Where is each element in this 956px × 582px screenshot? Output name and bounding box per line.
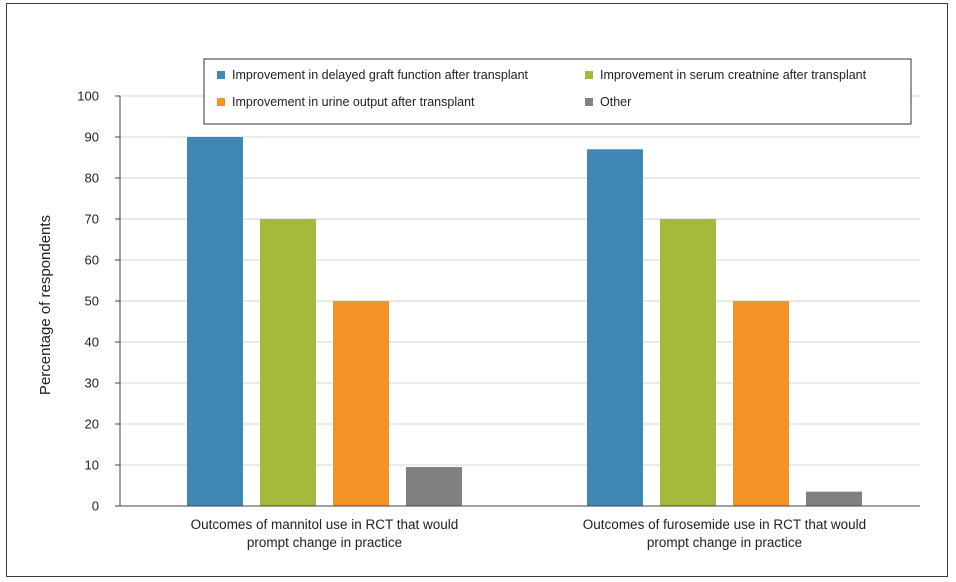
- bar-1-group-1: [187, 137, 243, 506]
- legend-label: Improvement in urine output after transp…: [232, 95, 475, 109]
- legend-swatch: [585, 98, 593, 106]
- bars: [187, 137, 862, 507]
- bar-4-group-2: [806, 491, 862, 506]
- y-tick-label: 10: [85, 458, 99, 473]
- bar-3-group-2: [733, 301, 789, 506]
- category-label: Outcomes of mannitol use in RCT that wou…: [191, 517, 459, 550]
- y-tick-label: 0: [92, 499, 99, 514]
- y-axis-label: Percentage of respondents: [37, 215, 54, 395]
- category-labels: Outcomes of mannitol use in RCT that wou…: [191, 517, 867, 550]
- legend-label: Improvement in delayed graft function af…: [232, 68, 529, 82]
- bar-2-group-1: [260, 219, 316, 506]
- y-tick-label: 20: [85, 417, 99, 432]
- y-tick-label: 50: [85, 294, 99, 309]
- legend-swatch: [217, 98, 225, 106]
- legend-swatch: [585, 71, 593, 79]
- legend-label: Other: [600, 95, 631, 109]
- y-tick-label: 70: [85, 212, 99, 227]
- y-tick-label: 40: [85, 335, 99, 350]
- y-tick-labels: 0 10 20 30 40 50 60 70 80 90 100: [77, 89, 120, 514]
- bar-1-group-2: [587, 149, 643, 507]
- bar-2-group-2: [660, 219, 716, 506]
- y-tick-label: 100: [77, 89, 99, 104]
- y-tick-label: 60: [85, 253, 99, 268]
- bar-4-group-1: [406, 467, 462, 506]
- legend-label: Improvement in serum creatnine after tra…: [600, 68, 867, 82]
- y-tick-label: 30: [85, 376, 99, 391]
- legend: Improvement in delayed graft function af…: [203, 58, 912, 125]
- y-tick-label: 80: [85, 171, 99, 186]
- category-label: Outcomes of furosemide use in RCT that w…: [583, 517, 866, 550]
- legend-box: [203, 58, 912, 125]
- legend-swatch: [217, 71, 225, 79]
- y-tick-label: 90: [85, 130, 99, 145]
- bar-3-group-1: [333, 301, 389, 506]
- figure-frame: [6, 3, 948, 577]
